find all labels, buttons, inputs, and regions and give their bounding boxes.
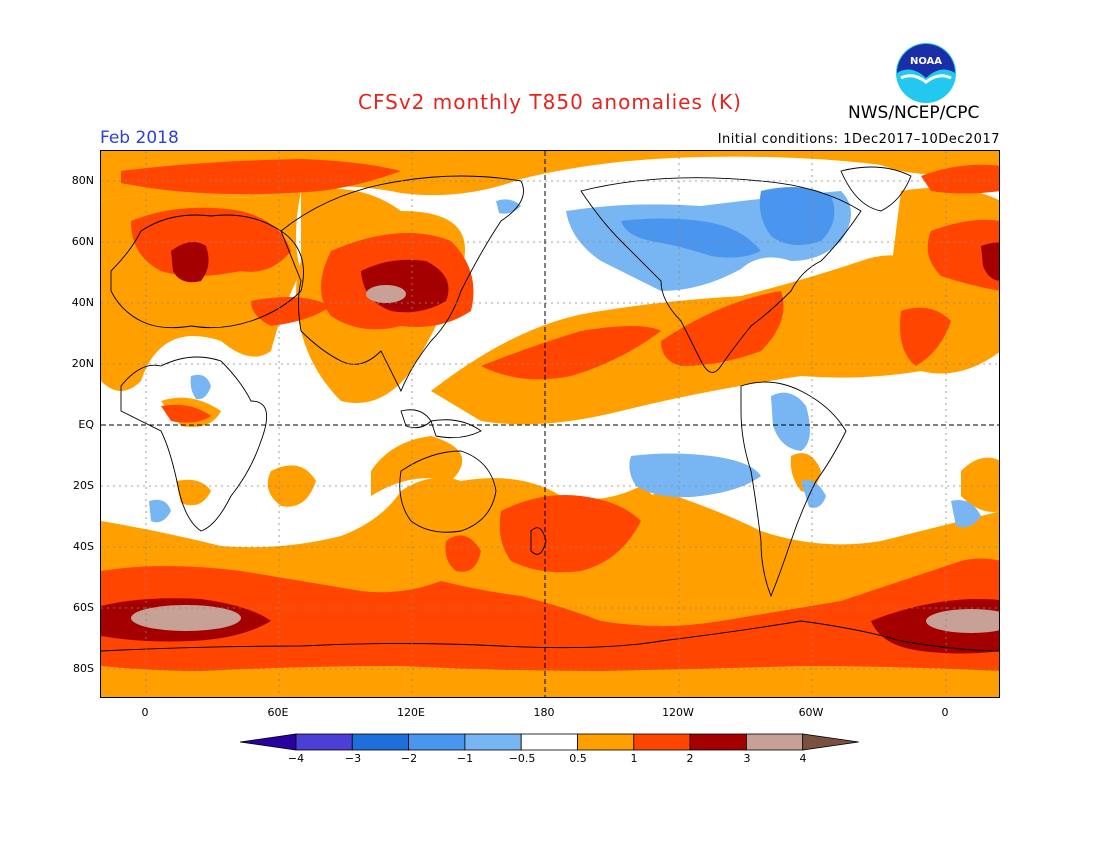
lon-label-60e: 60E	[267, 706, 289, 719]
lat-label-80n: 80N	[71, 174, 94, 187]
lon-label-120e: 120E	[397, 706, 425, 719]
map-title: CFSv2 monthly T850 anomalies (K)	[358, 90, 742, 114]
anomaly-shading-red	[101, 159, 999, 671]
map-canvas	[101, 151, 999, 697]
colorbar-arrow-high	[802, 733, 859, 751]
colorbar-label: 1	[630, 752, 638, 765]
colorbar-label: 0.5	[569, 752, 587, 765]
equator-dateline	[101, 151, 999, 697]
anomaly-shading-midblue	[621, 187, 835, 258]
colorbar-label: 3	[743, 752, 751, 765]
lat-label-20n: 20N	[71, 357, 94, 370]
lat-label-80s: 80S	[73, 662, 94, 675]
lon-label-180: 180	[533, 706, 555, 719]
lon-label-60w: 60W	[798, 706, 824, 719]
colorbar-swatch	[577, 733, 635, 751]
anomaly-shading-rosy	[131, 285, 999, 633]
coastlines	[101, 166, 999, 652]
lat-label-60s: 60S	[73, 601, 94, 614]
colorbar-swatch	[520, 733, 578, 751]
forecast-month: Feb 2018	[100, 128, 179, 148]
colorbar-label: 2	[686, 752, 694, 765]
lat-label-40s: 40S	[73, 540, 94, 553]
colorbar-label: −3	[344, 752, 362, 765]
initial-conditions: Initial conditions: 1Dec2017–10Dec2017	[717, 132, 1000, 147]
lon-label-0-east: 0	[941, 706, 949, 719]
lon-label-0: 0	[141, 706, 149, 719]
colorbar	[239, 733, 859, 751]
lat-label-eq: EQ	[78, 418, 94, 431]
noaa-logo-text: NOAA	[910, 56, 942, 67]
colorbar-swatch	[689, 733, 747, 751]
colorbar-label: −1	[456, 752, 474, 765]
lat-label-20s: 20S	[73, 479, 94, 492]
colorbar-swatch	[464, 733, 522, 751]
colorbar-swatch	[351, 733, 410, 751]
graticule	[101, 151, 999, 697]
colorbar-swatch	[408, 733, 466, 751]
lat-label-40n: 40N	[71, 296, 94, 309]
colorbar-arrow-low	[239, 733, 297, 751]
noaa-logo: NOAA	[896, 43, 956, 103]
agency-label: NWS/NCEP/CPC	[848, 103, 980, 123]
colorbar-label: −2	[400, 752, 418, 765]
colorbar-label: −4	[287, 752, 305, 765]
lon-label-120w: 120W	[662, 706, 694, 719]
lat-label-60n: 60N	[71, 235, 94, 248]
colorbar-label: 4	[799, 752, 807, 765]
anomaly-map	[100, 150, 1000, 698]
colorbar-swatch	[633, 733, 691, 751]
colorbar-label: −0.5	[508, 752, 536, 765]
colorbar-swatch	[295, 733, 353, 751]
colorbar-swatch	[745, 733, 804, 751]
